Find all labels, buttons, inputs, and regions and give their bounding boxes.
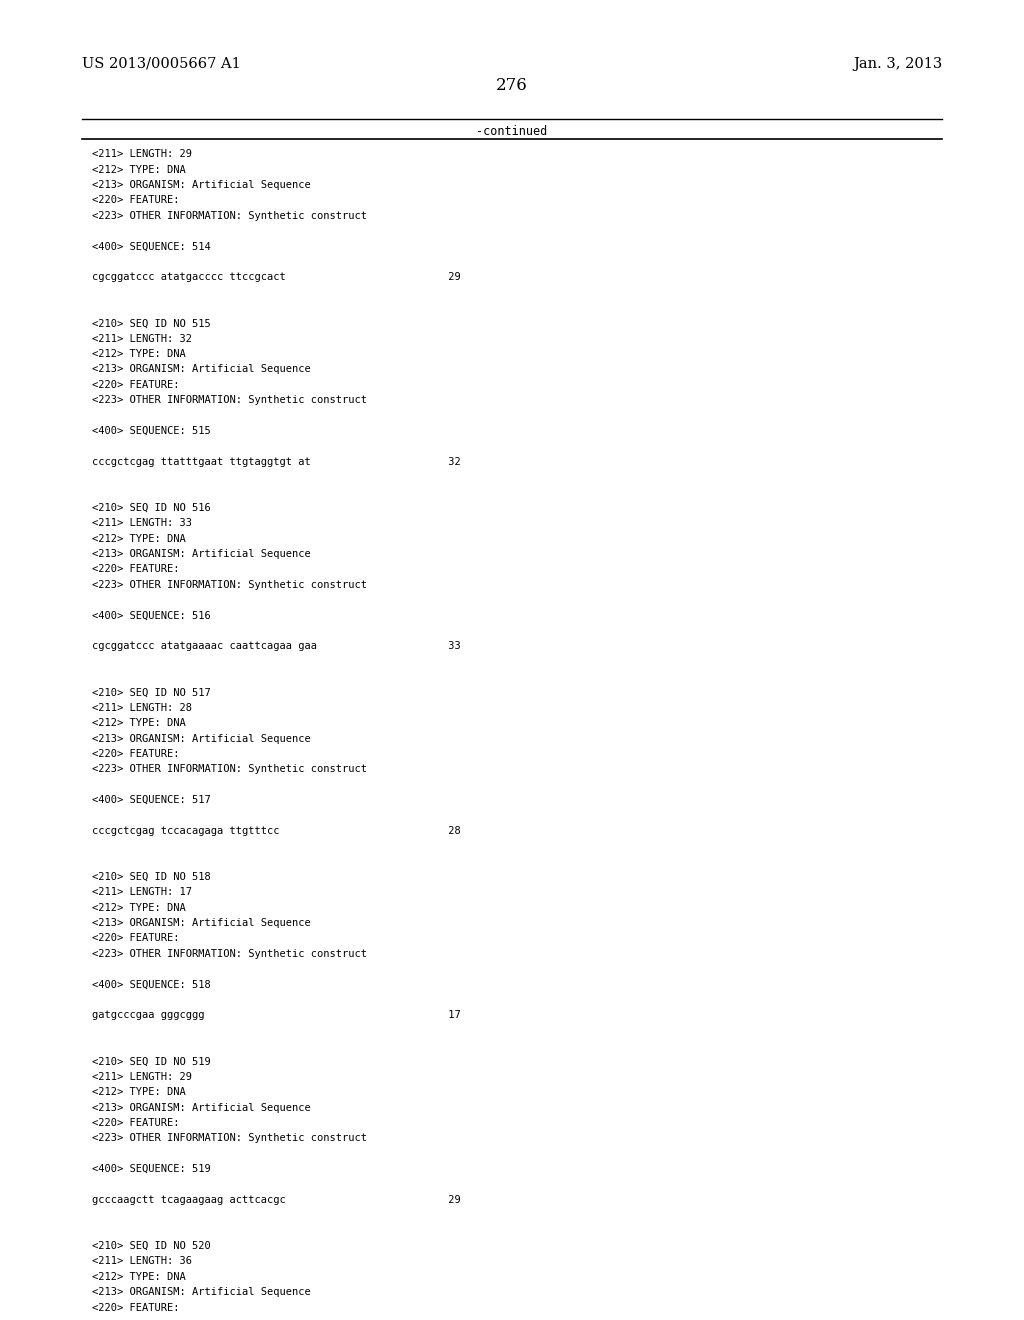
Text: <212> TYPE: DNA: <212> TYPE: DNA <box>92 1271 186 1282</box>
Text: <210> SEQ ID NO 516: <210> SEQ ID NO 516 <box>92 503 211 513</box>
Text: US 2013/0005667 A1: US 2013/0005667 A1 <box>82 57 241 71</box>
Text: <400> SEQUENCE: 514: <400> SEQUENCE: 514 <box>92 242 211 251</box>
Text: <220> FEATURE:: <220> FEATURE: <box>92 933 179 944</box>
Text: <210> SEQ ID NO 518: <210> SEQ ID NO 518 <box>92 873 211 882</box>
Text: <220> FEATURE:: <220> FEATURE: <box>92 748 179 759</box>
Text: gcccaagctt tcagaagaag acttcacgc                          29: gcccaagctt tcagaagaag acttcacgc 29 <box>92 1195 461 1205</box>
Text: <400> SEQUENCE: 517: <400> SEQUENCE: 517 <box>92 795 211 805</box>
Text: <220> FEATURE:: <220> FEATURE: <box>92 380 179 389</box>
Text: <400> SEQUENCE: 515: <400> SEQUENCE: 515 <box>92 426 211 436</box>
Text: <211> LENGTH: 36: <211> LENGTH: 36 <box>92 1257 193 1266</box>
Text: 276: 276 <box>496 77 528 94</box>
Text: <213> ORGANISM: Artificial Sequence: <213> ORGANISM: Artificial Sequence <box>92 734 311 743</box>
Text: <400> SEQUENCE: 518: <400> SEQUENCE: 518 <box>92 979 211 990</box>
Text: cgcggatccc atatgacccc ttccgcact                          29: cgcggatccc atatgacccc ttccgcact 29 <box>92 272 461 282</box>
Text: cccgctcgag ttatttgaat ttgtaggtgt at                      32: cccgctcgag ttatttgaat ttgtaggtgt at 32 <box>92 457 461 467</box>
Text: <213> ORGANISM: Artificial Sequence: <213> ORGANISM: Artificial Sequence <box>92 919 311 928</box>
Text: <211> LENGTH: 32: <211> LENGTH: 32 <box>92 334 193 343</box>
Text: <210> SEQ ID NO 520: <210> SEQ ID NO 520 <box>92 1241 211 1251</box>
Text: <223> OTHER INFORMATION: Synthetic construct: <223> OTHER INFORMATION: Synthetic const… <box>92 579 368 590</box>
Text: <210> SEQ ID NO 517: <210> SEQ ID NO 517 <box>92 688 211 697</box>
Text: <220> FEATURE:: <220> FEATURE: <box>92 1303 179 1312</box>
Text: <210> SEQ ID NO 515: <210> SEQ ID NO 515 <box>92 318 211 329</box>
Text: -continued: -continued <box>476 125 548 139</box>
Text: <211> LENGTH: 28: <211> LENGTH: 28 <box>92 702 193 713</box>
Text: Jan. 3, 2013: Jan. 3, 2013 <box>853 57 942 71</box>
Text: cgcggatccc atatgaaaac caattcagaa gaa                     33: cgcggatccc atatgaaaac caattcagaa gaa 33 <box>92 642 461 651</box>
Text: <223> OTHER INFORMATION: Synthetic construct: <223> OTHER INFORMATION: Synthetic const… <box>92 764 368 775</box>
Text: <213> ORGANISM: Artificial Sequence: <213> ORGANISM: Artificial Sequence <box>92 1287 311 1298</box>
Text: <210> SEQ ID NO 519: <210> SEQ ID NO 519 <box>92 1056 211 1067</box>
Text: cccgctcgag tccacagaga ttgtttcc                           28: cccgctcgag tccacagaga ttgtttcc 28 <box>92 826 461 836</box>
Text: <213> ORGANISM: Artificial Sequence: <213> ORGANISM: Artificial Sequence <box>92 549 311 558</box>
Text: <223> OTHER INFORMATION: Synthetic construct: <223> OTHER INFORMATION: Synthetic const… <box>92 211 368 220</box>
Text: <211> LENGTH: 17: <211> LENGTH: 17 <box>92 887 193 898</box>
Text: <213> ORGANISM: Artificial Sequence: <213> ORGANISM: Artificial Sequence <box>92 180 311 190</box>
Text: gatgcccgaa gggcggg                                       17: gatgcccgaa gggcggg 17 <box>92 1010 461 1020</box>
Text: <220> FEATURE:: <220> FEATURE: <box>92 1118 179 1129</box>
Text: <223> OTHER INFORMATION: Synthetic construct: <223> OTHER INFORMATION: Synthetic const… <box>92 395 368 405</box>
Text: <400> SEQUENCE: 516: <400> SEQUENCE: 516 <box>92 610 211 620</box>
Text: <211> LENGTH: 29: <211> LENGTH: 29 <box>92 1072 193 1082</box>
Text: <400> SEQUENCE: 519: <400> SEQUENCE: 519 <box>92 1164 211 1173</box>
Text: <212> TYPE: DNA: <212> TYPE: DNA <box>92 348 186 359</box>
Text: <211> LENGTH: 33: <211> LENGTH: 33 <box>92 519 193 528</box>
Text: <213> ORGANISM: Artificial Sequence: <213> ORGANISM: Artificial Sequence <box>92 1102 311 1113</box>
Text: <212> TYPE: DNA: <212> TYPE: DNA <box>92 165 186 174</box>
Text: <223> OTHER INFORMATION: Synthetic construct: <223> OTHER INFORMATION: Synthetic const… <box>92 949 368 958</box>
Text: <212> TYPE: DNA: <212> TYPE: DNA <box>92 903 186 912</box>
Text: <212> TYPE: DNA: <212> TYPE: DNA <box>92 718 186 729</box>
Text: <211> LENGTH: 29: <211> LENGTH: 29 <box>92 149 193 160</box>
Text: <223> OTHER INFORMATION: Synthetic construct: <223> OTHER INFORMATION: Synthetic const… <box>92 1134 368 1143</box>
Text: <212> TYPE: DNA: <212> TYPE: DNA <box>92 533 186 544</box>
Text: <213> ORGANISM: Artificial Sequence: <213> ORGANISM: Artificial Sequence <box>92 364 311 375</box>
Text: <212> TYPE: DNA: <212> TYPE: DNA <box>92 1088 186 1097</box>
Text: <220> FEATURE:: <220> FEATURE: <box>92 195 179 206</box>
Text: <220> FEATURE:: <220> FEATURE: <box>92 565 179 574</box>
